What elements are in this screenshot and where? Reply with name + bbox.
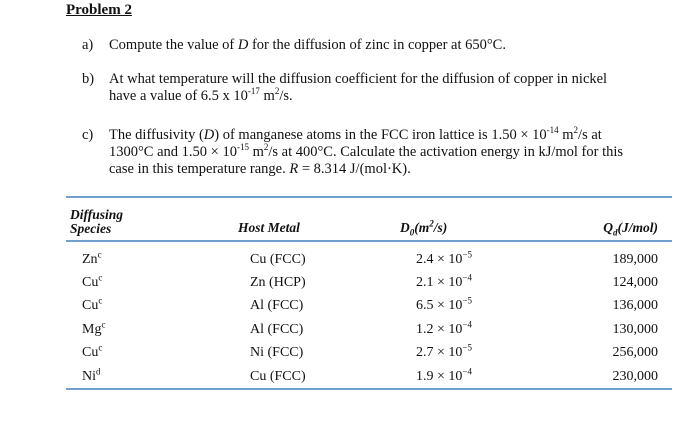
- qd-cell: 124,000: [612, 275, 659, 291]
- table-row: Nid Cu (FCC) 1.9 × 10−4 230,000: [66, 365, 672, 388]
- table-row: Cuc Al (FCC) 6.5 × 10−5 136,000: [66, 295, 672, 318]
- d0-cell: 2.7 × 10−5: [416, 342, 472, 361]
- header-qd: Qd(J/mol): [603, 220, 658, 238]
- host-cell: Ni (FCC): [250, 345, 304, 361]
- d0-cell: 2.1 × 10−4: [416, 272, 472, 291]
- qd-cell: 230,000: [612, 368, 659, 384]
- question-a-text: Compute the value of D for the diffusion…: [109, 37, 506, 53]
- header-diffusing-species: Diffusing Species: [70, 207, 124, 236]
- qd-cell: 136,000: [612, 298, 659, 314]
- d0-cell: 1.9 × 10−4: [416, 365, 472, 384]
- header-d0: D0(m2/s): [400, 218, 448, 238]
- d0-cell: 2.4 × 10−5: [416, 249, 472, 267]
- species-cell: Mgc: [82, 319, 106, 337]
- table-row: Cuc Ni (FCC) 2.7 × 10−5 256,000: [66, 342, 672, 365]
- d0-cell: 6.5 × 10−5: [416, 295, 472, 314]
- diffusion-data-table: Diffusing Species Host Metal D0(m2/s) Qd…: [66, 196, 672, 391]
- table-row: Cuc Zn (HCP) 2.1 × 10−4 124,000: [66, 271, 672, 294]
- host-cell: Cu (FCC): [250, 368, 306, 384]
- question-a-label: a): [82, 37, 94, 53]
- problem-title: Problem 2: [66, 2, 132, 18]
- table-bottom-rule: [66, 388, 672, 391]
- d0-cell: 1.2 × 10−4: [416, 319, 472, 337]
- host-cell: Al (FCC): [250, 321, 304, 337]
- species-cell: Znc: [82, 249, 102, 267]
- qd-cell: 189,000: [612, 251, 659, 267]
- header-host-metal: Host Metal: [238, 220, 300, 235]
- question-b-text: At what temperature will the diffusion c…: [109, 71, 608, 104]
- species-cell: Cuc: [82, 295, 103, 314]
- table-row: Mgc Al (FCC) 1.2 × 10−4 130,000: [66, 318, 672, 341]
- qd-cell: 130,000: [612, 321, 659, 337]
- table-top-rule: [66, 196, 672, 198]
- host-cell: Al (FCC): [250, 298, 304, 314]
- species-cell: Cuc: [82, 272, 103, 291]
- species-cell: Nid: [82, 365, 101, 384]
- question-c-label: c): [82, 127, 94, 143]
- host-cell: Zn (HCP): [250, 275, 306, 291]
- table-header-row: Diffusing Species Host Metal D0(m2/s) Qd…: [66, 198, 672, 240]
- question-b-label: b): [82, 71, 95, 87]
- qd-cell: 256,000: [612, 345, 659, 361]
- table-body: Znc Cu (FCC) 2.4 × 10−5 189,000 Cuc Zn (…: [66, 242, 672, 388]
- table-row: Znc Cu (FCC) 2.4 × 10−5 189,000: [66, 242, 672, 271]
- species-cell: Cuc: [82, 342, 103, 361]
- question-c-text: The diffusivity (D) of manganese atoms i…: [109, 125, 624, 177]
- host-cell: Cu (FCC): [250, 251, 306, 267]
- table-header-rule: [66, 240, 672, 242]
